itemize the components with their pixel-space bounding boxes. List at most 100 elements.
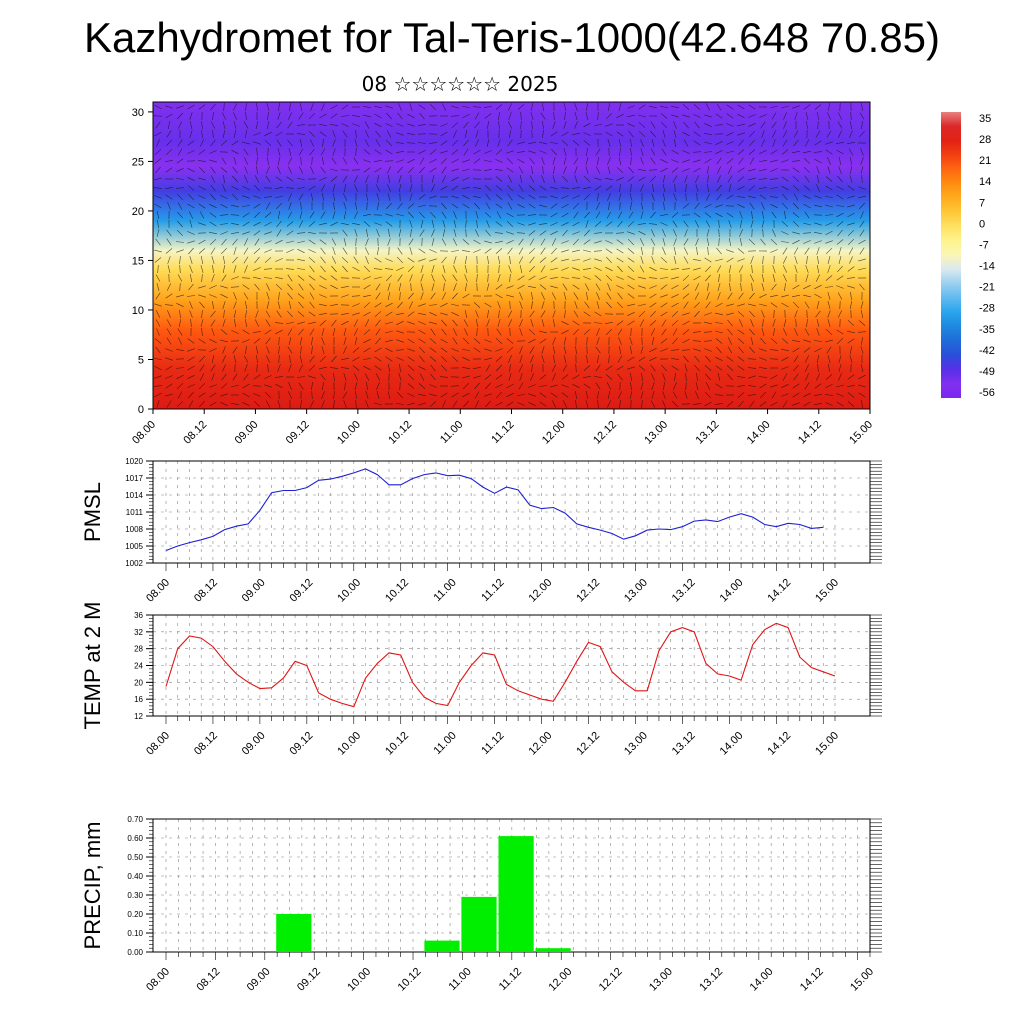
section-x-tick-label: 08.12	[181, 419, 209, 447]
pmsl-x-tick-label: 11.00	[431, 577, 458, 604]
temp2m-y-label: TEMP at 2 M	[80, 602, 105, 730]
temp2m-y-tick-label: 24	[134, 662, 143, 671]
section-y-tick-label: 10	[132, 305, 144, 317]
precip-x-tick-label: 11.00	[446, 966, 473, 993]
colorbar-label: -28	[979, 303, 995, 315]
pmsl-grid	[153, 460, 870, 564]
pmsl-x-tick-label: 10.12	[383, 577, 411, 605]
section-x-tick-label: 11.00	[438, 419, 465, 446]
precip-bar	[498, 836, 534, 952]
wind-barbs	[153, 102, 867, 409]
temp2m-x-tick-label: 14.00	[718, 730, 746, 758]
temp2m-x-tick-label: 13.12	[670, 730, 698, 758]
pmsl-x-tick-label: 09.00	[240, 577, 268, 605]
temp2m-grid	[153, 614, 870, 717]
temp2m-x-tick-label: 10.12	[383, 730, 411, 758]
section-y-tick-label: 25	[132, 156, 144, 168]
precip-x-tick-label: 12.12	[597, 966, 625, 994]
section-x-tick-label: 13.00	[642, 419, 670, 447]
pmsl-x-tick-label: 13.12	[670, 577, 698, 605]
pmsl-y-tick-label: 1008	[125, 525, 143, 534]
temp2m-x-tick-label: 11.00	[431, 730, 458, 757]
section-x-tick-label: 12.12	[591, 419, 619, 447]
colorbar-label: -42	[979, 345, 995, 357]
precip-x-tick-label: 13.00	[647, 966, 675, 994]
pmsl-series-line	[165, 468, 824, 552]
section-y-tick-label: 20	[132, 206, 144, 218]
pmsl-y-tick-label: 1011	[126, 508, 144, 517]
temp2m-x-tick-label: 08.00	[144, 730, 172, 758]
section-x-tick-label: 14.12	[796, 419, 824, 447]
colorbar-label: -49	[979, 366, 995, 378]
precip-x-tick-label: 08.12	[194, 966, 222, 994]
pmsl-x-tick-label: 13.00	[622, 577, 650, 605]
section-y-tick-label: 15	[132, 255, 144, 267]
temp2m-x-tick-label: 11.12	[479, 730, 506, 757]
precip-bar	[535, 948, 571, 952]
precip-y-tick-label: 0.70	[127, 815, 143, 824]
temp2m-x-tick-label: 10.00	[335, 730, 363, 758]
temp2m-y-tick-label: 36	[134, 611, 143, 620]
colorbar	[941, 112, 961, 398]
colorbar-label: -7	[979, 239, 989, 251]
pmsl-x-tick-label: 09.12	[288, 577, 316, 605]
section-x-tick-label: 09.12	[284, 419, 312, 447]
colorbar-label: 21	[979, 155, 991, 167]
pmsl-y-tick-label: 1014	[125, 491, 143, 500]
precip-x-tick-label: 15.00	[848, 966, 876, 994]
temp2m-x-tick-label: 15.00	[813, 730, 841, 758]
precip-y-tick-label: 0.10	[127, 929, 143, 938]
pmsl-y-tick-label: 1002	[125, 559, 143, 568]
pmsl-x-tick-label: 12.00	[526, 577, 554, 605]
colorbar-label: 7	[979, 197, 985, 209]
precip-y-tick-label: 0.00	[127, 948, 143, 957]
precip-y-label: PRECIP, mm	[80, 822, 105, 950]
temp2m-y-tick-label: 12	[134, 712, 143, 721]
precip-bar	[461, 896, 497, 952]
temp2m-x-tick-label: 14.12	[765, 730, 793, 758]
precip-x-tick-label: 14.12	[798, 966, 826, 994]
pmsl-x-tick-label: 15.00	[813, 577, 841, 605]
temp2m-y-tick-label: 32	[134, 628, 143, 637]
section-x-tick-label: 13.12	[694, 419, 722, 447]
section-x-tick-label: 10.12	[386, 419, 414, 447]
colorbar-label: -56	[979, 387, 995, 399]
pmsl-x-tick-label: 10.00	[335, 577, 363, 605]
precip-bar	[424, 940, 460, 952]
temp2m-x-tick-label: 12.12	[574, 730, 602, 758]
colorbar-label: 35	[979, 113, 991, 125]
chart-title: Kazhydromet for Tal-Teris-1000(42.648 70…	[83, 14, 941, 61]
section-y-tick-label: 5	[138, 354, 144, 366]
colorbar-label: 28	[979, 134, 991, 146]
temp2m-x-tick-label: 13.00	[622, 730, 650, 758]
section-x-tick-label: 15.00	[847, 419, 875, 447]
section-x-tick-label: 14.00	[745, 419, 773, 447]
colorbar-label: 14	[979, 176, 991, 188]
precip-y-tick-label: 0.20	[127, 910, 143, 919]
precip-x-tick-label: 14.00	[748, 966, 776, 994]
temp2m-x-tick-label: 08.12	[192, 730, 220, 758]
precip-x-tick-label: 11.12	[497, 966, 524, 993]
section-x-tick-label: 08.00	[130, 419, 158, 447]
colorbar-label: -14	[979, 261, 995, 273]
precip-y-tick-label: 0.40	[127, 872, 143, 881]
section-x-tick-label: 12.00	[540, 419, 568, 447]
precip-x-tick-label: 09.00	[245, 966, 273, 994]
temp2m-x-tick-label: 09.00	[240, 730, 268, 758]
temperature-field	[153, 102, 870, 409]
pmsl-x-tick-label: 08.12	[192, 577, 220, 605]
precip-y-tick-label: 0.30	[127, 891, 143, 900]
precip-y-tick-label: 0.60	[127, 834, 143, 843]
precip-x-tick-label: 09.12	[295, 966, 323, 994]
section-y-tick-label: 30	[132, 107, 144, 119]
colorbar-label: 0	[979, 218, 985, 230]
pmsl-x-tick-label: 12.12	[574, 577, 602, 605]
pmsl-y-tick-label: 1005	[125, 542, 143, 551]
colorbar-label: -21	[979, 282, 995, 294]
pmsl-y-tick-label: 1017	[125, 474, 143, 483]
colorbar-label: -35	[979, 324, 995, 336]
pmsl-x-tick-label: 08.00	[144, 577, 172, 605]
precip-x-tick-label: 13.12	[697, 966, 725, 994]
pmsl-y-label: PMSL	[80, 482, 105, 542]
pmsl-y-tick-label: 1020	[125, 457, 143, 466]
